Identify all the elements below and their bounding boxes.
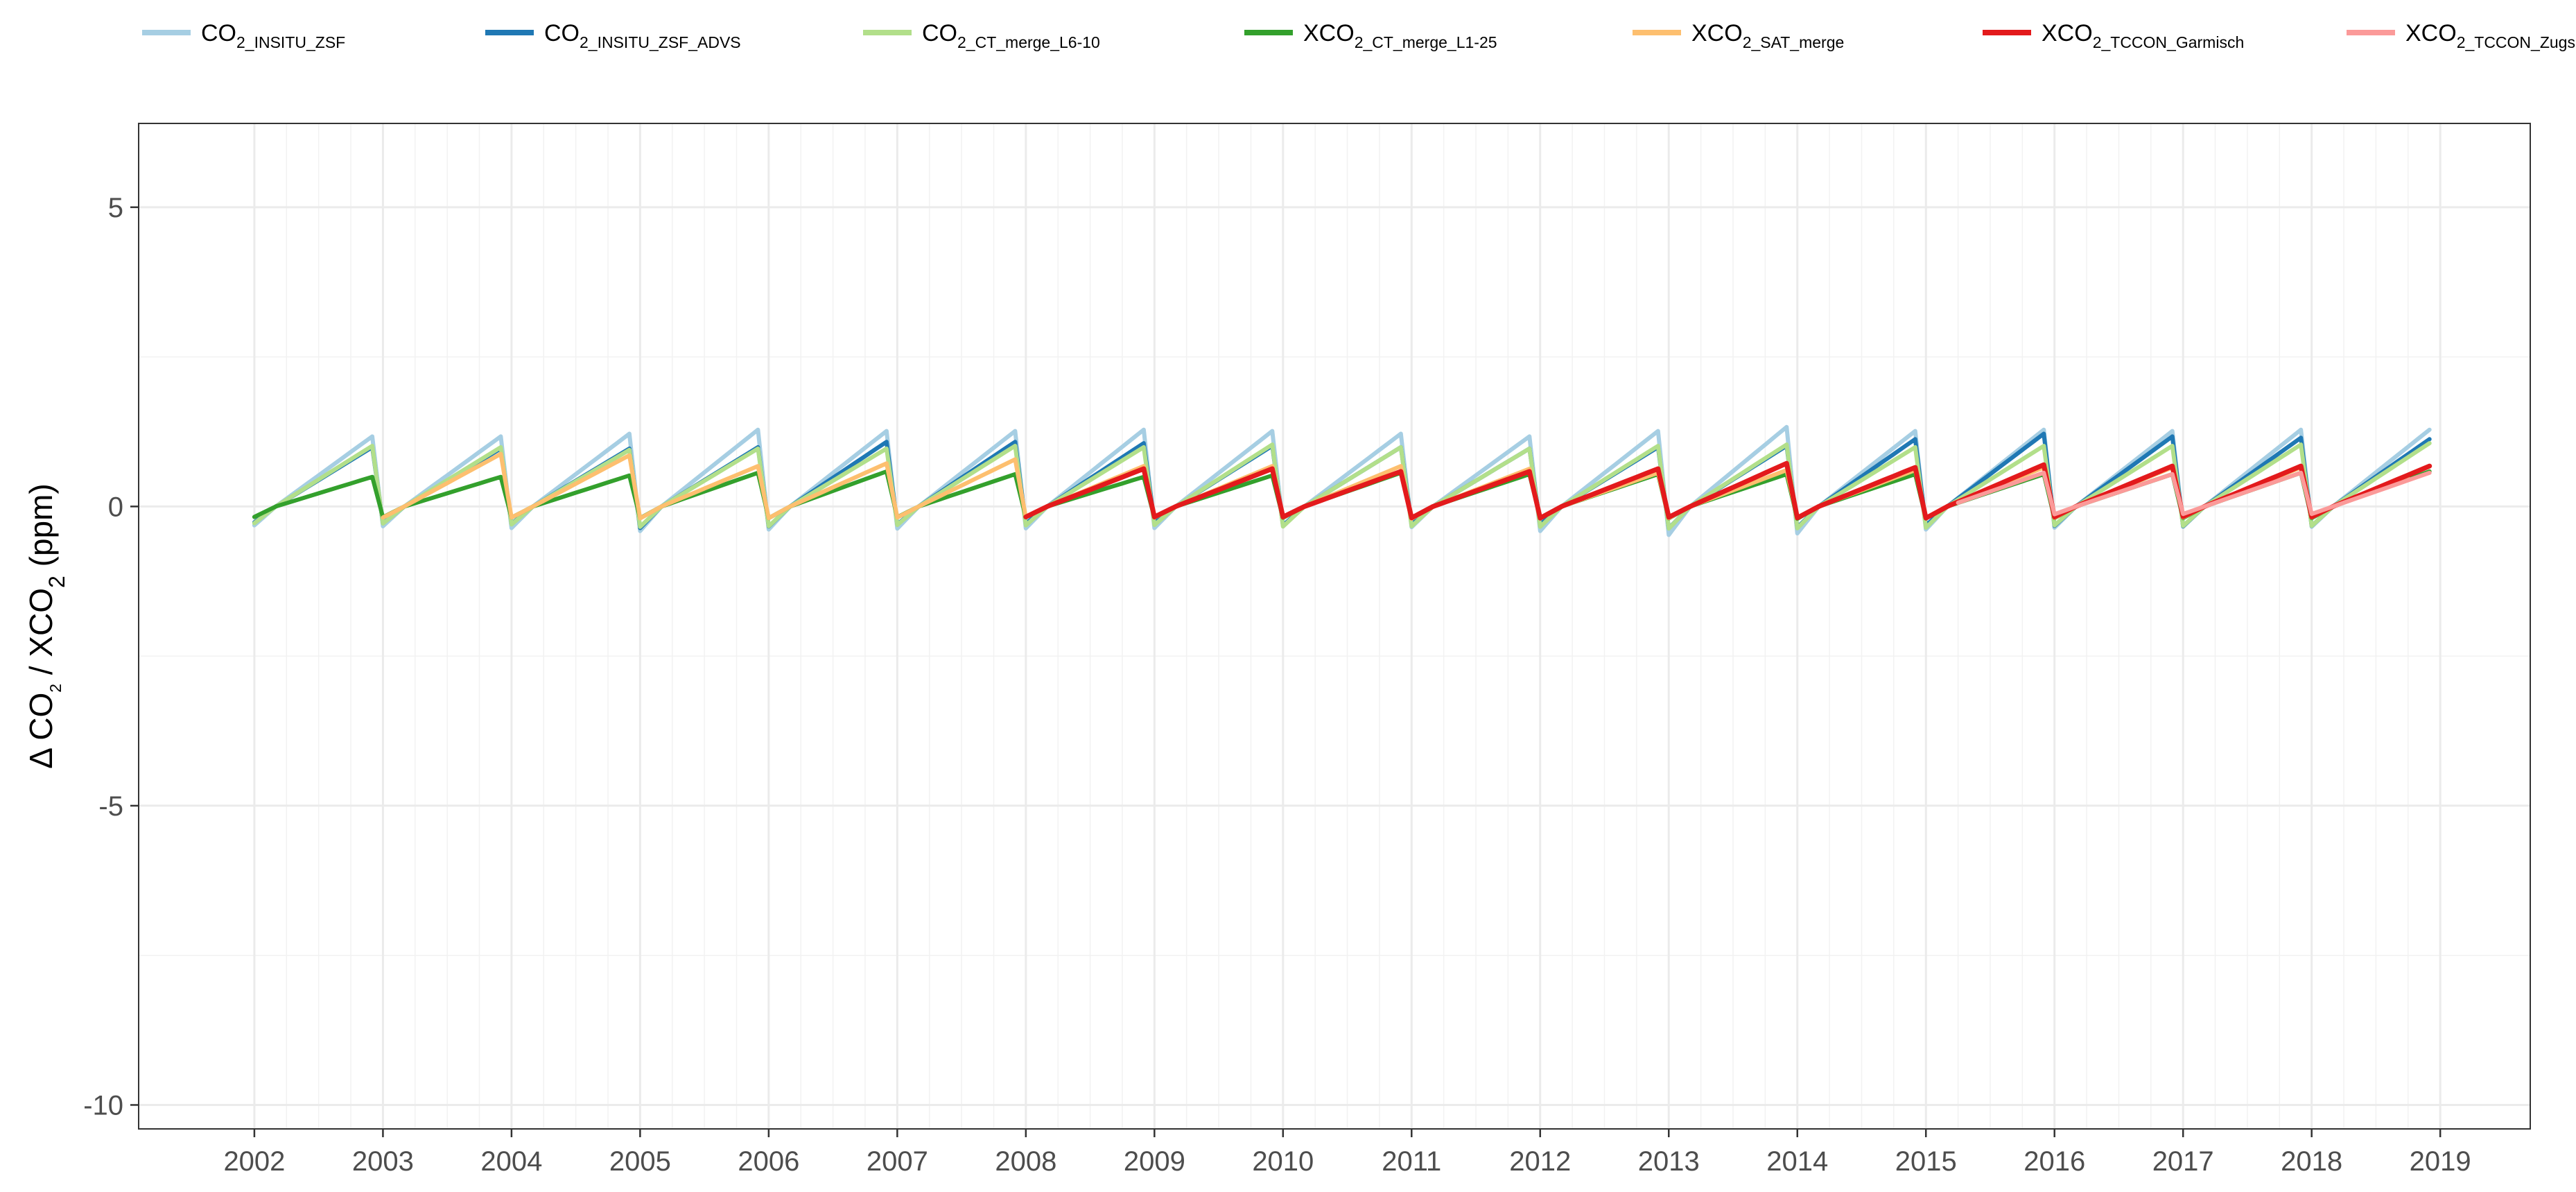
y-axis-title-sub1: 2 xyxy=(46,684,64,693)
x-tick-label: 2009 xyxy=(1124,1146,1185,1177)
legend-label: XCO2_TCCON_Zugspitze xyxy=(2405,20,2576,51)
x-axis: 2002 2003 2004 2005 2006 2007 2008 2009 2010 2011… xyxy=(223,1129,2471,1177)
legend-label: XCO2_SAT_merge xyxy=(1691,20,1844,51)
x-tick-label: 2015 xyxy=(1895,1146,1957,1177)
series-lines xyxy=(252,424,2433,537)
y-tick-label: -5 xyxy=(98,791,123,822)
y-tick-label: -10 xyxy=(83,1090,123,1121)
y-axis-title: Δ CO2 / XCO2 (ppm) xyxy=(23,483,69,769)
x-tick-label: 2006 xyxy=(738,1146,799,1177)
legend: CO2_INSITU_ZSF CO2_INSITU_ZSF_ADVS CO2_CT_… xyxy=(142,20,2576,51)
legend-label: CO2_INSITU_ZSF_ADVS xyxy=(544,20,741,51)
x-tick-label: 2011 xyxy=(1382,1146,1441,1177)
legend-label: XCO2_TCCON_Garmisch xyxy=(2042,20,2244,51)
x-tick-label: 2005 xyxy=(609,1146,671,1177)
x-tick-label: 2010 xyxy=(1252,1146,1314,1177)
y-tick-label: 5 xyxy=(108,193,123,223)
y-axis-title-suffix: (ppm) xyxy=(23,483,59,576)
legend-label: XCO2_CT_merge_L1-25 xyxy=(1303,20,1497,51)
x-tick-label: 2013 xyxy=(1638,1146,1700,1177)
series-line-CO2_CT_merge_L6-10 xyxy=(252,441,2432,531)
legend-label: CO2_INSITU_ZSF xyxy=(201,20,345,51)
grid-minor xyxy=(139,123,2530,1129)
grid-major xyxy=(139,123,2530,1129)
x-tick-label: 2004 xyxy=(480,1146,542,1177)
x-tick-label: 2003 xyxy=(352,1146,414,1177)
panel-border xyxy=(138,123,2531,1130)
x-tick-label: 2007 xyxy=(867,1146,928,1177)
x-tick-label: 2019 xyxy=(2410,1146,2471,1177)
x-tick-label: 2016 xyxy=(2024,1146,2085,1177)
y-tick-label: 0 xyxy=(108,492,123,522)
legend-label: CO2_CT_merge_L6-10 xyxy=(922,20,1100,51)
x-tick-label: 2018 xyxy=(2281,1146,2342,1177)
x-tick-label: 2008 xyxy=(995,1146,1056,1177)
x-tick-label: 2017 xyxy=(2152,1146,2214,1177)
series-line-XCO2_TCCON_Zugspitze xyxy=(1956,470,2432,517)
y-axis-title-prefix: Δ CO xyxy=(23,693,59,769)
y-axis-title-mid: / XCO xyxy=(23,588,59,684)
x-tick-label: 2012 xyxy=(1509,1146,1571,1177)
y-axis: 5 0 -5 -10 xyxy=(83,193,139,1121)
y-axis-title-sub2: 2 xyxy=(44,576,69,588)
x-tick-label: 2014 xyxy=(1766,1146,1828,1177)
x-tick-label: 2002 xyxy=(223,1146,285,1177)
